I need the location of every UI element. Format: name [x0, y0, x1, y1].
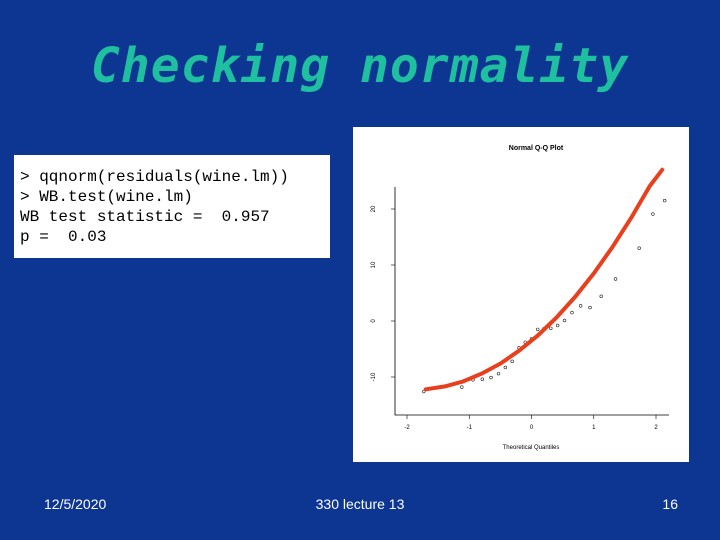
code-line: WB test statistic = 0.957 — [20, 208, 270, 226]
data-point — [460, 385, 464, 389]
code-line: > WB.test(wine.lm) — [20, 188, 193, 206]
footer-course: 330 lecture 13 — [315, 496, 405, 512]
data-point — [562, 318, 567, 323]
plot-axes-frame — [394, 187, 669, 416]
slide-title: Checking normality — [90, 38, 630, 94]
data-point — [637, 246, 641, 250]
x-tick-label: 1 — [592, 425, 596, 431]
data-point — [489, 375, 493, 380]
data-points — [422, 198, 667, 394]
qq-plot-panel: Normal Q-Q Plot -2 -1 0 1 2 -10 0 10 20 Theoret… — [353, 127, 689, 462]
code-line: p = 0.03 — [20, 228, 107, 246]
x-tick-label: -1 — [467, 425, 473, 431]
data-point — [496, 371, 501, 376]
data-point — [588, 305, 592, 310]
chart-title: Normal Q-Q Plot — [509, 145, 564, 152]
data-point — [578, 304, 583, 308]
y-tick-label: 20 — [371, 205, 377, 212]
data-point — [555, 323, 560, 328]
y-tick-label: -10 — [371, 372, 377, 381]
x-tick-label: -2 — [404, 425, 410, 431]
x-tick-label: 2 — [654, 425, 658, 431]
data-point — [613, 277, 618, 281]
footer-date: 12/5/2020 — [44, 496, 107, 512]
data-point — [422, 389, 426, 394]
data-point — [651, 212, 655, 216]
data-point — [510, 359, 514, 364]
r-console-output: > qqnorm(residuals(wine.lm)) > WB.test(w… — [14, 155, 330, 258]
x-axis-label: Theoretical Quantiles — [503, 445, 560, 451]
footer-page-number: 16 — [662, 496, 678, 512]
data-point — [549, 326, 553, 330]
y-axis-ticks: -10 0 10 20 — [371, 205, 395, 381]
overlay-curve — [423, 167, 665, 392]
data-point — [663, 198, 667, 203]
data-point — [480, 377, 485, 381]
data-point — [536, 327, 540, 332]
x-tick-label: 0 — [530, 425, 534, 431]
x-axis-ticks: -2 -1 0 1 2 — [404, 415, 658, 431]
code-line: > qqnorm(residuals(wine.lm)) — [20, 168, 289, 186]
y-tick-label: 10 — [371, 261, 377, 268]
data-point — [503, 365, 508, 370]
data-point — [570, 310, 574, 315]
y-tick-label: 0 — [371, 319, 377, 323]
data-point — [599, 294, 603, 299]
